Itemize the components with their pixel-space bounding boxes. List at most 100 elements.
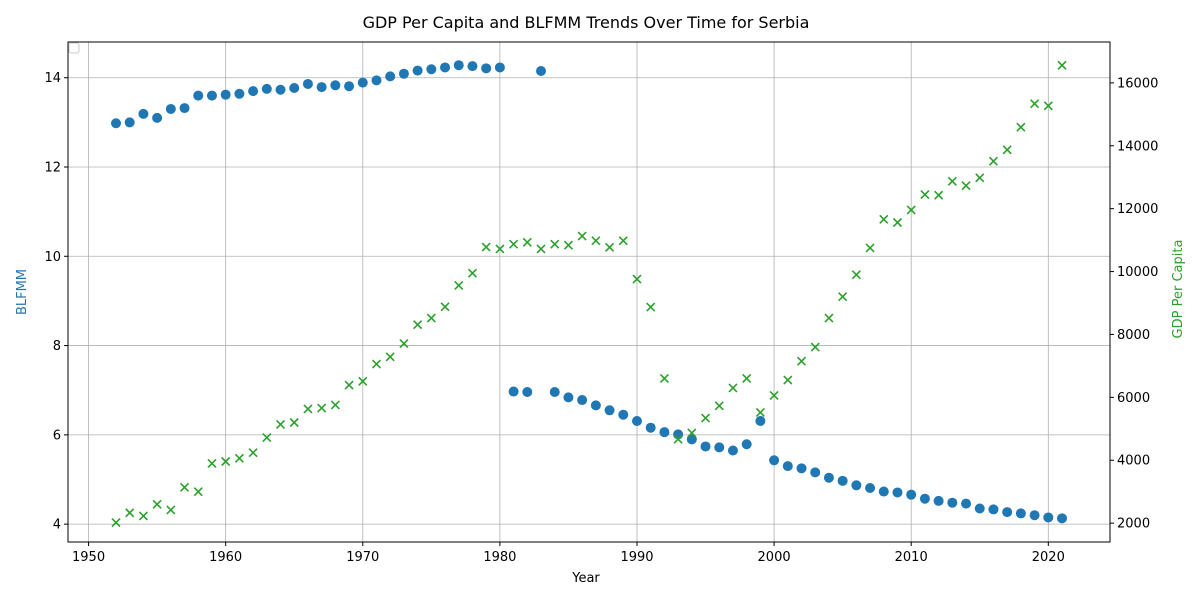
- gdp-point: [1057, 60, 1067, 70]
- x-tick-label: 2000: [758, 550, 791, 565]
- blfmm-point: [275, 84, 286, 95]
- gdp-point: [111, 517, 121, 528]
- blfmm-point: [453, 60, 464, 71]
- blfmm-series: [110, 60, 1068, 524]
- gdp-point: [1030, 99, 1040, 109]
- blfmm-point: [933, 495, 944, 506]
- blfmm-point: [248, 86, 259, 97]
- blfmm-point: [234, 88, 245, 99]
- blfmm-point: [961, 498, 972, 509]
- blfmm-point: [796, 463, 807, 474]
- gdp-point: [824, 313, 834, 323]
- blfmm-point: [344, 81, 355, 92]
- y-right-tick-label: 8000: [1117, 328, 1150, 343]
- blfmm-point: [631, 416, 642, 427]
- blfmm-point: [645, 422, 656, 433]
- x-tick-label: 1980: [483, 550, 516, 565]
- x-tick-label: 2010: [895, 550, 928, 565]
- gdp-point: [303, 404, 313, 414]
- blfmm-point: [727, 445, 738, 456]
- blfmm-point: [426, 64, 437, 75]
- gdp-point: [166, 505, 176, 515]
- gdp-point: [275, 419, 286, 429]
- blfmm-point: [494, 62, 505, 73]
- gdp-point: [632, 274, 642, 284]
- y-axis-right-label: GDP Per Capita: [1171, 240, 1186, 339]
- blfmm-point: [193, 90, 204, 101]
- gdp-point: [522, 237, 532, 247]
- gdp-point: [728, 383, 738, 393]
- blfmm-point: [124, 117, 135, 128]
- gdp-point: [179, 482, 190, 492]
- y-left-tick-label: 12: [44, 161, 61, 176]
- blfmm-point: [412, 65, 423, 76]
- blfmm-point: [152, 112, 163, 123]
- y-right-tick-label: 6000: [1117, 391, 1150, 406]
- gdp-point: [659, 373, 669, 384]
- gdp-point: [988, 156, 999, 166]
- x-axis: 1950 1960 1970 1980 1990 2000 2010 2020: [72, 542, 1065, 565]
- blfmm-point: [179, 103, 190, 114]
- blfmm-point: [919, 493, 930, 504]
- gdp-point: [344, 380, 354, 390]
- grid: [68, 42, 1110, 542]
- gdp-point: [1016, 122, 1026, 132]
- blfmm-point: [906, 489, 917, 500]
- x-tick-label: 2020: [1032, 550, 1065, 565]
- gdp-point: [509, 239, 519, 249]
- blfmm-point: [700, 441, 711, 452]
- gdp-point: [865, 243, 875, 253]
- blfmm-point: [604, 405, 615, 416]
- blfmm-point: [165, 103, 176, 114]
- y-right-tick-label: 12000: [1117, 202, 1158, 217]
- blfmm-point: [590, 400, 601, 411]
- blfmm-point: [823, 472, 834, 483]
- blfmm-point: [508, 386, 519, 397]
- blfmm-point: [110, 118, 121, 129]
- y-right-tick-label: 10000: [1117, 265, 1158, 280]
- gdp-point: [646, 302, 656, 312]
- gdp-point: [262, 433, 272, 443]
- gdp-point: [577, 231, 587, 241]
- blfmm-point: [1029, 510, 1040, 521]
- blfmm-point: [549, 387, 560, 397]
- y-left-tick-label: 10: [44, 250, 61, 265]
- blfmm-point: [289, 82, 300, 93]
- y-right-tick-label: 16000: [1117, 76, 1158, 91]
- gdp-point: [742, 373, 752, 384]
- gdp-point: [207, 458, 217, 468]
- gdp-point: [371, 359, 382, 369]
- gdp-point: [1043, 101, 1053, 111]
- blfmm-point: [1015, 508, 1026, 519]
- gdp-point: [769, 390, 779, 401]
- blfmm-point: [467, 61, 478, 72]
- blfmm-point: [673, 429, 684, 440]
- gdp-point: [796, 356, 807, 366]
- gdp-point: [138, 511, 148, 521]
- gdp-point: [221, 456, 231, 467]
- blfmm-point: [577, 395, 588, 406]
- blfmm-point: [782, 461, 793, 472]
- gdp-point: [495, 244, 505, 254]
- blfmm-point: [357, 77, 368, 88]
- x-tick-label: 1960: [209, 550, 242, 565]
- gdp-point: [467, 268, 478, 278]
- blfmm-point: [220, 89, 231, 100]
- gdp-point: [851, 270, 861, 280]
- x-tick-label: 1990: [620, 550, 653, 565]
- gdp-point: [440, 302, 450, 312]
- gdp-point: [317, 403, 327, 413]
- y-left-tick-label: 4: [53, 518, 61, 533]
- y-left-tick-label: 6: [53, 428, 61, 443]
- blfmm-point: [536, 66, 547, 77]
- gdp-point: [961, 181, 971, 191]
- blfmm-point: [974, 503, 985, 514]
- y-axis-left-label: BLFMM: [15, 269, 30, 315]
- gdp-point: [399, 339, 409, 349]
- blfmm-point: [1057, 513, 1068, 524]
- gdp-point: [248, 448, 258, 458]
- blfmm-point: [988, 504, 999, 515]
- gdp-point: [193, 487, 203, 497]
- blfmm-point: [878, 486, 889, 497]
